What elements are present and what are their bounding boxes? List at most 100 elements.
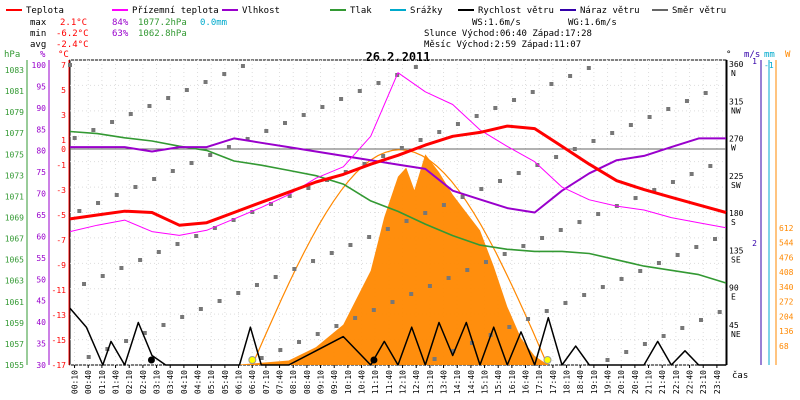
wind-direction-mark bbox=[432, 357, 437, 361]
c-tick-label: -15 bbox=[52, 336, 67, 345]
wind-direction-mark bbox=[77, 209, 82, 213]
wind-direction-mark bbox=[465, 268, 470, 272]
time-tick-label: 19:10 bbox=[590, 370, 599, 394]
pct-tick-label: 75 bbox=[36, 168, 46, 177]
wind-direction-mark bbox=[694, 245, 699, 249]
time-tick-label: 06:10 bbox=[235, 370, 244, 394]
wind-direction-mark bbox=[371, 308, 376, 312]
stat-max-hum: 84% bbox=[112, 18, 129, 28]
wind-direction-mark bbox=[329, 251, 334, 255]
sunset-marker bbox=[543, 356, 552, 364]
wind-direction-mark bbox=[568, 74, 573, 78]
axis-header-pct: % bbox=[40, 50, 46, 60]
series-solar-area bbox=[234, 154, 549, 365]
pct-tick-label: 90 bbox=[36, 104, 46, 113]
time-tick-label: 11:10 bbox=[371, 370, 380, 394]
wind-direction-mark bbox=[675, 253, 680, 257]
wind-direction-mark bbox=[535, 163, 540, 167]
wind-direction-mark bbox=[254, 283, 259, 287]
info-ws: WS:1.6m/s bbox=[472, 18, 521, 28]
time-axis: 00:10 00:40 01:10 01:40 02:10 02:40 03:10 03:40… bbox=[71, 365, 722, 394]
wind-direction-mark bbox=[582, 293, 587, 297]
stat-avg-temp: -2.4°C bbox=[56, 40, 89, 50]
hpa-tick-label: 1071 bbox=[5, 192, 24, 201]
wind-direction-mark bbox=[114, 193, 119, 197]
ms-tick-label: 2 bbox=[752, 239, 757, 248]
legend-label-prizemni: Přízemní teplota bbox=[132, 6, 219, 16]
pct-tick-label: 85 bbox=[36, 125, 46, 134]
deg-tick-dir: NW bbox=[731, 106, 741, 115]
pct-tick-label: 70 bbox=[36, 190, 46, 199]
wind-direction-mark bbox=[72, 136, 77, 140]
wind-direction-mark bbox=[339, 97, 344, 101]
c-tick-label: 5 bbox=[61, 86, 66, 95]
deg-tick-label: 270 bbox=[729, 135, 744, 144]
wind-direction-mark bbox=[306, 186, 311, 190]
wind-direction-mark bbox=[661, 334, 666, 338]
wind-direction-mark bbox=[633, 196, 638, 200]
hpa-tick-label: 1079 bbox=[5, 108, 24, 117]
w-tick-label: 272 bbox=[779, 298, 794, 307]
time-tick-label: 01:10 bbox=[98, 370, 107, 394]
wind-direction-mark bbox=[656, 261, 661, 265]
time-tick-label: 01:40 bbox=[112, 370, 121, 394]
wind-direction-mark bbox=[708, 164, 713, 168]
time-tick-label: 04:40 bbox=[194, 370, 203, 394]
legend-label-teplota: Teplota bbox=[26, 6, 64, 16]
wind-direction-mark bbox=[278, 348, 283, 352]
c-tick-label-zero: 0 bbox=[61, 145, 66, 154]
deg-tick-label: 90 bbox=[729, 284, 739, 293]
time-tick-label: 04:10 bbox=[180, 370, 189, 394]
info-moon: Měsíc Východ:2:59 Západ:11:07 bbox=[424, 40, 581, 50]
axis-header-deg: ° bbox=[726, 50, 731, 60]
wind-direction-mark bbox=[138, 258, 143, 262]
stat-avg-label: avg bbox=[30, 40, 46, 50]
deg-tick-label: 225 bbox=[729, 172, 744, 181]
wind-direction-mark bbox=[572, 147, 577, 151]
time-tick-label: 07:10 bbox=[262, 370, 271, 394]
time-tick-label: 23:10 bbox=[699, 370, 708, 394]
axis-header-ms: m/s bbox=[744, 50, 760, 60]
wind-direction-mark bbox=[530, 90, 535, 94]
wind-direction-mark bbox=[577, 220, 582, 224]
info-wg: WG:1.6m/s bbox=[568, 18, 617, 28]
wind-direction-mark bbox=[437, 130, 442, 134]
wind-direction-mark bbox=[689, 172, 694, 176]
wind-direction-mark bbox=[334, 324, 339, 328]
c-tick-label: -3 bbox=[56, 186, 66, 195]
stats: max 2.1°C 84% 1077.2hPa 0.0mm min -6.2°C… bbox=[30, 18, 227, 50]
wind-direction-mark bbox=[563, 301, 568, 305]
time-tick-label: 21:40 bbox=[658, 370, 667, 394]
wind-direction-mark bbox=[86, 355, 91, 359]
wind-direction-mark bbox=[264, 129, 269, 133]
wind-direction-mark bbox=[624, 350, 629, 354]
wind-direction-mark bbox=[208, 153, 213, 157]
time-tick-label: 15:40 bbox=[494, 370, 503, 394]
legend-label-rychlost: Rychlost větru bbox=[478, 6, 554, 16]
deg-tick-dir: SW bbox=[731, 181, 741, 190]
series-prizemni-line bbox=[69, 72, 727, 236]
time-tick-label: 08:40 bbox=[303, 370, 312, 394]
wind-direction-mark bbox=[385, 227, 390, 231]
time-tick-label: 17:10 bbox=[535, 370, 544, 394]
time-tick-label: 16:10 bbox=[508, 370, 517, 394]
hpa-tick-label: 1073 bbox=[5, 171, 24, 180]
wind-direction-mark bbox=[226, 145, 231, 149]
wind-direction-mark bbox=[68, 63, 72, 67]
hpa-tick-label: 1061 bbox=[5, 298, 24, 307]
wind-direction-mark bbox=[605, 358, 610, 362]
info-panel: WS:1.6m/s WG:1.6m/s Slunce Východ:06:40 … bbox=[424, 18, 617, 50]
time-tick-label: 07:40 bbox=[276, 370, 285, 394]
wind-direction-mark bbox=[427, 284, 432, 288]
ms-tick-label: 1 bbox=[752, 57, 757, 66]
legend: Teplota Přízemní teplota Vlhkost Tlak Sr… bbox=[6, 6, 726, 16]
hpa-tick-label: 1059 bbox=[5, 319, 24, 328]
wind-direction-mark bbox=[409, 292, 414, 296]
wind-direction-mark bbox=[133, 185, 138, 189]
pct-tick-label: 95 bbox=[36, 82, 46, 91]
wind-direction-mark bbox=[82, 282, 87, 286]
legend-label-vlhkost: Vlhkost bbox=[242, 6, 280, 16]
wind-direction-mark bbox=[390, 300, 395, 304]
time-tick-label: 09:10 bbox=[317, 370, 326, 394]
time-tick-label: 06:40 bbox=[248, 370, 257, 394]
